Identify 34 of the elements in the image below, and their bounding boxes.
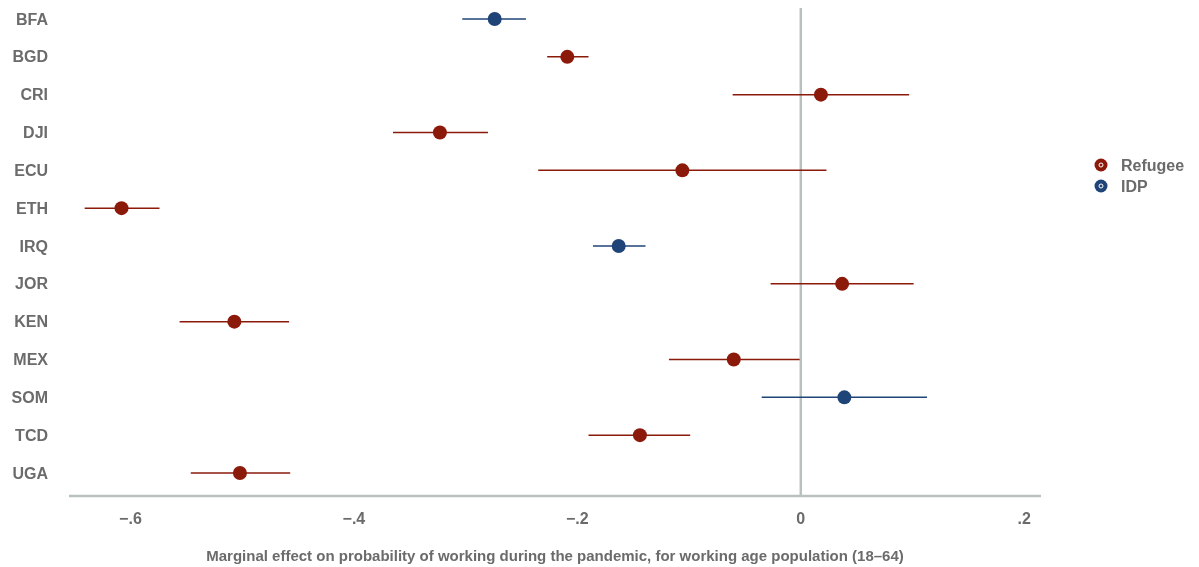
y-tick-label: CRI (20, 86, 48, 104)
point (726, 352, 741, 367)
point (675, 163, 690, 178)
point (114, 201, 129, 216)
y-tick-label: ETH (16, 199, 48, 217)
y-tick-label: MEX (13, 351, 49, 369)
point (813, 87, 828, 102)
point (837, 390, 852, 405)
point (560, 49, 575, 64)
y-tick-label: ECU (14, 161, 48, 179)
point (232, 466, 247, 480)
legend-label: IDP (1121, 177, 1148, 195)
x-axis-title: Marginal effect on probability of working during the pandemic, for working age population (18–64) (206, 547, 904, 564)
x-tick-label: −.6 (119, 510, 142, 527)
point (835, 276, 850, 291)
y-tick-label: TCD (15, 426, 48, 444)
x-tick-label: −.2 (566, 510, 589, 527)
x-tick-label: 0 (796, 510, 806, 527)
y-tick-label: JOR (15, 275, 49, 293)
y-tick-label: DJI (23, 124, 48, 142)
x-tick-label: .2 (1017, 510, 1032, 527)
legend-label: Refugee (1121, 156, 1185, 174)
x-tick-label: −.4 (342, 510, 366, 527)
y-tick-label: BFA (16, 10, 49, 28)
point (632, 428, 647, 443)
y-tick-label: SOM (11, 388, 48, 406)
y-tick-label: UGA (12, 464, 49, 482)
y-tick-label: IRQ (19, 237, 48, 255)
y-tick-label: BGD (12, 48, 48, 66)
point (611, 239, 626, 253)
point (432, 125, 447, 140)
point (487, 12, 502, 26)
y-tick-label: KEN (14, 313, 48, 331)
point (227, 314, 242, 329)
